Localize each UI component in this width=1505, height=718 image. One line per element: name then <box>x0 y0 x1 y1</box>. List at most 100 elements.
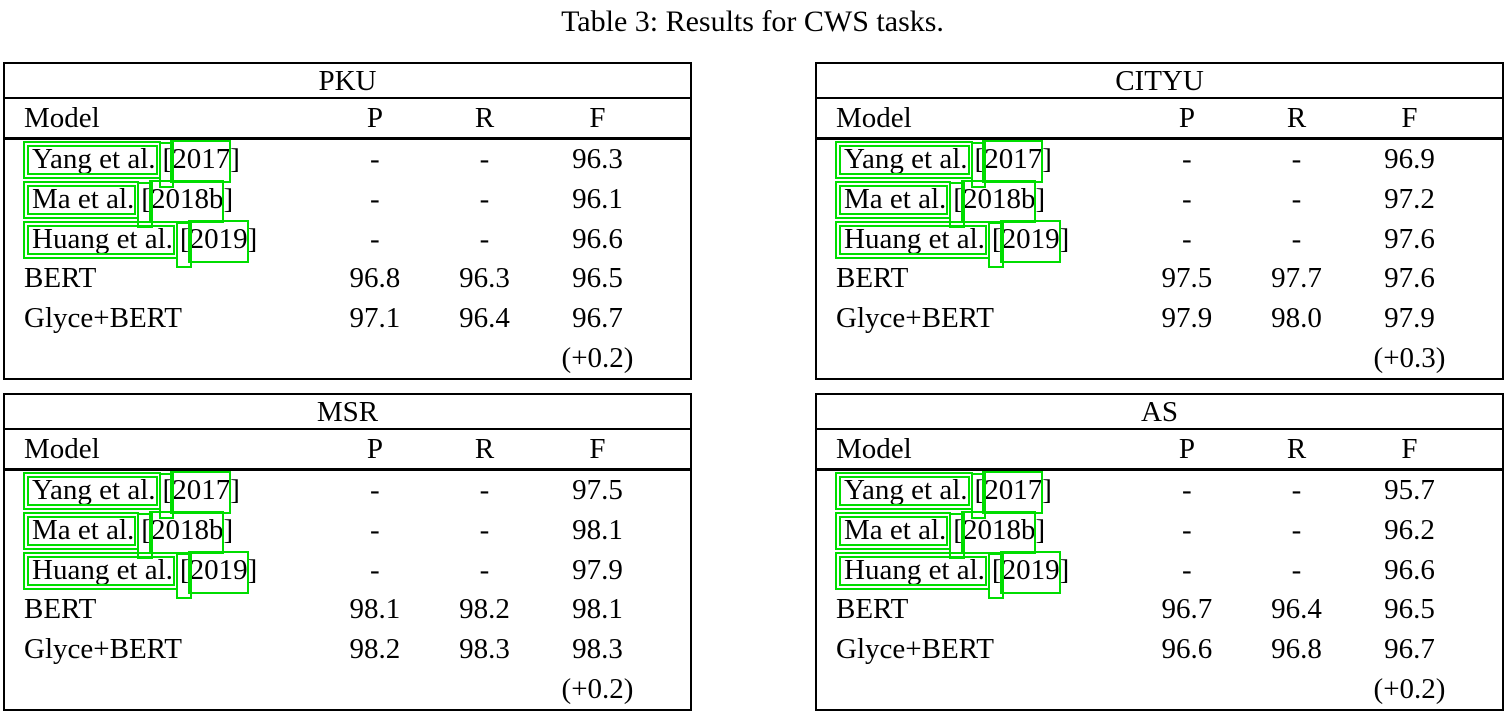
[interactable]: 97.9 <box>1384 301 1435 334</box>
citation-author-box[interactable]: Huang et al. <box>844 553 985 586</box>
[interactable]: 97.6 <box>1384 262 1435 295</box>
citation-year-box[interactable]: 2017 <box>984 143 1043 176</box>
[interactable]: 97.9 <box>572 553 623 586</box>
citation-link[interactable]: Huang et al. [2019] <box>24 554 257 586</box>
citation-link[interactable]: Ma et al. [2018b] <box>24 514 233 546</box>
[interactable]: 96.3 <box>572 143 623 176</box>
citation-author-box[interactable]: Huang et al. <box>844 222 985 255</box>
column-header-p: P <box>366 101 383 134</box>
[interactable]: 98.1 <box>572 513 623 546</box>
citation-link[interactable]: Yang et al. [2017] <box>24 143 240 175</box>
[interactable]: 97.2 <box>1384 182 1435 215</box>
citation-open-bracket-box[interactable]: [ <box>179 553 190 586</box>
table-row: Huang et al. [2019] - - 96.6 <box>817 550 1502 590</box>
model-cell: Ma et al. [2018b] <box>5 183 320 216</box>
citation-author-box[interactable]: Huang et al. <box>32 553 173 586</box>
[interactable]: 96.6 <box>572 222 623 255</box>
citation-open-bracket-box[interactable]: [ <box>141 182 151 215</box>
table-row: Ma et al. [2018b] - - 96.2 <box>817 511 1502 551</box>
[interactable]: 97.6 <box>1384 222 1435 255</box>
citation-link[interactable]: Huang et al. [2019] <box>836 223 1069 255</box>
citation-year-box[interactable]: 2018b <box>962 513 1036 546</box>
citation-author-box[interactable]: Ma et al. <box>32 513 135 546</box>
model-cell: Glyce+BERT <box>836 632 994 665</box>
citation-year-box[interactable]: 2017 <box>172 474 231 507</box>
citation-open-bracket-box[interactable]: [ <box>179 222 190 255</box>
table-row: Glyce+BERT 97.1 96.4 96.7 <box>5 299 690 339</box>
citation-open-bracket-box[interactable]: [ <box>162 474 173 507</box>
citation-year-box[interactable]: 2019 <box>1001 222 1060 255</box>
citation-open-bracket-box[interactable]: [ <box>162 143 173 176</box>
citation-year-box[interactable]: 2018b <box>962 182 1036 215</box>
citation-open-bracket-box[interactable]: [ <box>141 513 151 546</box>
gain[interactable]: (+0.3) <box>1373 341 1446 374</box>
citation-open-bracket-box[interactable]: [ <box>974 143 985 176</box>
[interactable]: 96.7 <box>572 301 623 334</box>
precision-cell: 96.6 <box>1161 632 1213 665</box>
[interactable]: 96.2 <box>1384 513 1435 546</box>
table-header-row: Model P R F <box>817 99 1502 140</box>
table-row: BERT 98.1 98.2 98.1 <box>5 590 690 630</box>
table-body: Yang et al. [2017] - -97.5 Ma et al. [2018b] -… <box>5 471 690 709</box>
citation-open-bracket-box[interactable]: [ <box>974 474 985 507</box>
recall-cell: - <box>1291 143 1302 176</box>
recall-cell: - <box>479 182 490 215</box>
[interactable]: 95.7 <box>1384 474 1435 507</box>
gain[interactable]: (+0.2) <box>561 672 634 705</box>
citation-link[interactable]: Ma et al. [2018b] <box>24 183 233 215</box>
gain[interactable]: (+0.2) <box>561 341 634 374</box>
model-cell: Yang et al. [2017] <box>817 143 1132 176</box>
column-header-p: P <box>366 432 383 465</box>
citation-year-box[interactable]: 2019 <box>1001 553 1060 586</box>
table-row: BERT 96.8 96.3 96.5 <box>5 259 690 299</box>
citation-link[interactable]: Huang et al. [2019] <box>836 554 1069 586</box>
citation-open-bracket-box[interactable]: [ <box>953 182 963 215</box>
precision-cell: - <box>370 222 380 255</box>
citation-open-bracket-box[interactable]: [ <box>953 513 963 546</box>
[interactable]: 96.7 <box>1384 632 1435 665</box>
citation-link[interactable]: Yang et al. [2017] <box>836 143 1052 175</box>
table-body: Yang et al. [2017] - - 96.3 Ma et al. [2018b] -… <box>5 140 690 378</box>
[interactable]: 98.3 <box>572 632 623 665</box>
[interactable]: 96.5 <box>572 262 623 295</box>
[interactable]: 98.1 <box>572 593 623 626</box>
[interactable]: 97.5 <box>572 474 623 507</box>
citation-year-box[interactable]: 2017 <box>172 143 231 176</box>
citation-author-box[interactable]: Yang et al. <box>32 143 156 176</box>
table-title: CITYU <box>817 64 1502 99</box>
model-cell: Glyce+BERT <box>836 301 994 334</box>
citation-year-box[interactable]: 2017 <box>984 474 1043 507</box>
citation-link[interactable]: Ma et al. [2018b] <box>836 514 1045 546</box>
[interactable]: 96.1 <box>572 182 623 215</box>
citation-author-box[interactable]: Ma et al. <box>32 182 135 215</box>
citation-year-box[interactable]: 2019 <box>189 222 248 255</box>
citation-link[interactable]: Huang et al. [2019] <box>24 223 257 255</box>
gain[interactable]: (+0.2) <box>1373 672 1446 705</box>
citation-year-box[interactable]: 2019 <box>189 553 248 586</box>
citation-link[interactable]: Yang et al. [2017] <box>24 474 240 506</box>
citation-open-bracket-box[interactable]: [ <box>991 222 1002 255</box>
table-row: (+0.2) <box>5 338 690 378</box>
citation-author-box[interactable]: Yang et al. <box>32 474 156 507</box>
table-title: PKU <box>5 64 690 99</box>
[interactable]: 96.6 <box>1384 553 1435 586</box>
table-body: Yang et al. [2017] - -95.7 Ma et al. [2018b] -… <box>817 471 1502 709</box>
citation-author-box[interactable]: Ma et al. <box>844 513 947 546</box>
citation-link[interactable]: Yang et al. [2017] <box>836 474 1052 506</box>
citation-open-bracket-box[interactable]: [ <box>991 553 1002 586</box>
model-cell: Huang et al. [2019] <box>5 223 320 256</box>
[interactable]: 96.9 <box>1384 143 1435 176</box>
citation-author-box[interactable]: Huang et al. <box>32 222 173 255</box>
precision-cell: - <box>370 182 380 215</box>
citation-author-box[interactable]: Ma et al. <box>844 182 947 215</box>
citation-author-box[interactable]: Yang et al. <box>844 143 968 176</box>
table-row: Glyce+BERT 97.9 98.0 97.9 <box>817 299 1502 339</box>
citation-year-box[interactable]: 2018b <box>150 182 224 215</box>
citation-link[interactable]: Ma et al. [2018b] <box>836 183 1045 215</box>
citation-author-box[interactable]: Yang et al. <box>844 474 968 507</box>
citation-year-box[interactable]: 2018b <box>150 513 224 546</box>
[interactable]: 96.5 <box>1384 593 1435 626</box>
column-header-model: Model <box>836 101 912 134</box>
column-header-model: Model <box>836 432 912 465</box>
precision-cell: - <box>1182 222 1192 255</box>
